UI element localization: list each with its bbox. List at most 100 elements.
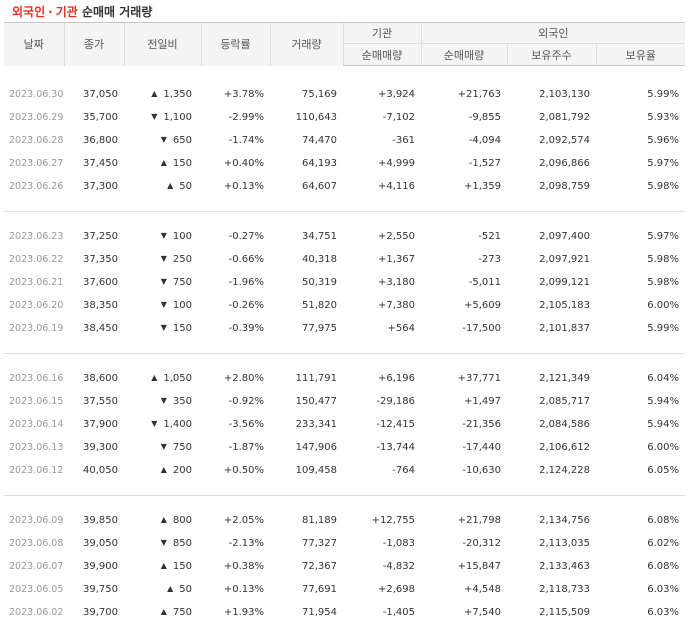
- rate-cell: -2.13%: [201, 532, 270, 555]
- rate-cell: -1.96%: [201, 271, 270, 294]
- change-cell: ▼850: [124, 532, 201, 555]
- change-value: 1,350: [163, 89, 192, 100]
- institution-net-cell: -1,405: [343, 601, 421, 624]
- change-cell: ▼250: [124, 248, 201, 271]
- change-cell: ▼100: [124, 225, 201, 248]
- header-institution: 기관: [343, 23, 421, 44]
- down-triangle-icon: ▼: [161, 323, 167, 332]
- change-cell: ▼ 100: [124, 294, 201, 317]
- volume-cell: 74,470: [270, 129, 343, 152]
- down-triangle-icon: ▼: [161, 277, 167, 286]
- header-inst-net: 순매매량: [343, 44, 421, 66]
- institution-net-cell: -4,832: [343, 555, 421, 578]
- change-value: 100: [173, 300, 192, 311]
- header-foreign: 외국인: [421, 23, 685, 44]
- change-cell: ▼650: [124, 129, 201, 152]
- title-foreign: 외국인: [12, 5, 45, 19]
- title-dot: ·: [48, 5, 53, 19]
- date-cell: 2023.06.07: [4, 555, 64, 578]
- change-value: 750: [173, 607, 192, 618]
- rate-cell: -0.92%: [201, 390, 270, 413]
- close-cell: 39,050: [64, 532, 124, 555]
- change-value: 1,050: [163, 373, 192, 384]
- volume-cell: 75,169: [270, 83, 343, 106]
- close-cell: 38,350: [64, 294, 124, 317]
- up-triangle-icon: ▲: [161, 515, 167, 524]
- close-cell: 38,600: [64, 367, 124, 390]
- foreign-net-cell: -21,356: [421, 413, 507, 436]
- close-cell: 39,300: [64, 436, 124, 459]
- change-cell: ▲800: [124, 509, 201, 532]
- date-cell: 2023.06.09: [4, 509, 64, 532]
- up-triangle-icon: ▲: [167, 181, 173, 190]
- change-cell: ▲1,050: [124, 367, 201, 390]
- foreign-net-cell: +21,763: [421, 83, 507, 106]
- institution-net-cell: -12,415: [343, 413, 421, 436]
- date-cell: 2023.06.21: [4, 271, 64, 294]
- close-cell: 37,350: [64, 248, 124, 271]
- foreign-net-cell: -4,094: [421, 129, 507, 152]
- date-cell: 2023.06.28: [4, 129, 64, 152]
- volume-cell: 71,954: [270, 601, 343, 624]
- volume-cell: 111,791: [270, 367, 343, 390]
- close-cell: 37,600: [64, 271, 124, 294]
- foreign-holding-cell: 2,121,349: [507, 367, 596, 390]
- foreign-net-cell: -17,500: [421, 317, 507, 340]
- change-value: 150: [173, 561, 192, 572]
- down-triangle-icon: ▼: [161, 538, 167, 547]
- foreign-net-cell: +37,771: [421, 367, 507, 390]
- change-value: 250: [173, 254, 192, 265]
- foreign-holding-cell: 2,103,130: [507, 83, 596, 106]
- foreign-holding-cell: 2,085,717: [507, 390, 596, 413]
- foreign-ratio-cell: 6.02%: [596, 532, 685, 555]
- date-cell: 2023.06.16: [4, 367, 64, 390]
- foreign-holding-cell: 2,133,463: [507, 555, 596, 578]
- header-date: 날짜: [4, 23, 64, 66]
- foreign-net-cell: -10,630: [421, 459, 507, 482]
- foreign-holding-cell: 2,081,792: [507, 106, 596, 129]
- close-cell: 38,450: [64, 317, 124, 340]
- volume-cell: 81,189: [270, 509, 343, 532]
- rate-cell: -0.27%: [201, 225, 270, 248]
- foreign-holding-cell: 2,124,228: [507, 459, 596, 482]
- volume-cell: 110,643: [270, 106, 343, 129]
- down-triangle-icon: ▼: [161, 135, 167, 144]
- close-cell: 37,550: [64, 390, 124, 413]
- down-triangle-icon: ▼: [161, 300, 167, 309]
- rate-cell: +0.13%: [201, 175, 270, 198]
- down-triangle-icon: ▼: [151, 419, 157, 428]
- institution-net-cell: +6,196: [343, 367, 421, 390]
- foreign-ratio-cell: 5.98%: [596, 248, 685, 271]
- close-cell: 37,250: [64, 225, 124, 248]
- rate-cell: -2.99%: [201, 106, 270, 129]
- date-cell: 2023.06.29: [4, 106, 64, 129]
- header-volume: 거래량: [270, 23, 343, 66]
- date-cell: 2023.06.22: [4, 248, 64, 271]
- foreign-net-cell: -521: [421, 225, 507, 248]
- foreign-ratio-cell: 6.03%: [596, 601, 685, 624]
- foreign-net-cell: +15,847: [421, 555, 507, 578]
- foreign-net-cell: -1,527: [421, 152, 507, 175]
- rate-cell: +2.05%: [201, 509, 270, 532]
- rate-cell: -1.87%: [201, 436, 270, 459]
- institution-net-cell: +4,999: [343, 152, 421, 175]
- foreign-ratio-cell: 5.93%: [596, 106, 685, 129]
- up-triangle-icon: ▲: [161, 465, 167, 474]
- foreign-holding-cell: 2,105,183: [507, 294, 596, 317]
- foreign-net-cell: -17,440: [421, 436, 507, 459]
- rate-cell: +3.78%: [201, 83, 270, 106]
- foreign-net-cell: +1,497: [421, 390, 507, 413]
- foreign-ratio-cell: 5.96%: [596, 129, 685, 152]
